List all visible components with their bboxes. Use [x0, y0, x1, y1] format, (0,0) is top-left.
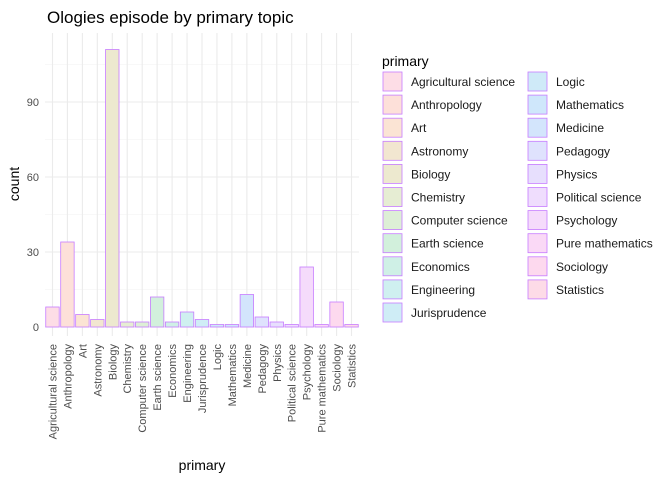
legend-label: Jurisprudence: [411, 306, 487, 320]
bars: [45, 49, 359, 328]
chart-title: Ologies episode by primary topic: [47, 8, 294, 27]
x-tick-label: Statistics: [347, 344, 359, 389]
y-axis-ticks: 0 30 60 90: [27, 97, 39, 334]
legend-label: Pedagogy: [556, 144, 610, 158]
legend-key-jurisprudence: [382, 302, 403, 323]
legend: Agricultural science Anthropology Art Astro…: [382, 71, 653, 323]
bar-political-science: [284, 324, 299, 328]
legend-label: Engineering: [411, 283, 475, 297]
legend-label: Anthropology: [411, 98, 482, 112]
legend-label: Computer science: [411, 214, 508, 228]
y-tick-label: 30: [27, 247, 39, 259]
x-tick-label: Medicine: [242, 344, 254, 388]
x-tick-label: Pure mathematics: [317, 344, 329, 433]
bar-logic: [209, 324, 225, 328]
legend-label: Economics: [411, 260, 470, 274]
bar-computer-science: [135, 321, 150, 328]
bar-medicine: [239, 294, 254, 328]
bar-statistics: [344, 324, 359, 328]
x-tick-label: Physics: [272, 344, 284, 382]
bar-astronomy: [90, 319, 105, 328]
bar-economics: [164, 321, 180, 328]
bar-jurisprudence: [194, 319, 210, 328]
bar-earth-science: [150, 296, 165, 328]
x-axis-title: primary: [179, 457, 226, 473]
x-tick-label: Agricultural science: [47, 344, 59, 439]
legend-key-psychology: [527, 210, 548, 231]
legend-key-physics: [527, 163, 548, 184]
legend-label: Biology: [411, 167, 450, 181]
x-tick-label: Engineering: [182, 344, 194, 403]
x-tick-label: Chemistry: [122, 344, 134, 394]
legend-key-sociology: [527, 256, 548, 277]
x-axis-ticks: Agricultural science Anthropology Art Astro…: [47, 344, 358, 440]
bar-mathematics: [224, 324, 240, 328]
bar-pedagogy: [254, 316, 269, 328]
x-tick-label: Computer science: [137, 344, 149, 433]
legend-key-engineering: [382, 279, 403, 300]
x-tick-label: Sociology: [332, 344, 344, 392]
x-tick-label: Mathematics: [227, 344, 239, 407]
x-tick-label: Astronomy: [92, 344, 104, 397]
legend-label: Sociology: [556, 260, 608, 274]
legend-label: Earth science: [411, 237, 484, 251]
bar-sociology: [329, 301, 344, 328]
bar-art: [75, 314, 90, 328]
legend-label: Pure mathematics: [556, 237, 653, 251]
bar-psychology: [299, 266, 314, 328]
legend-label: Mathematics: [556, 98, 624, 112]
y-axis-title: count: [6, 167, 22, 201]
legend-key-political-science: [527, 187, 548, 207]
legend-label: Agricultural science: [411, 75, 515, 89]
legend-key-logic: [527, 71, 548, 92]
legend-title: primary: [382, 53, 429, 69]
x-tick-label: Art: [77, 344, 89, 358]
legend-label: Medicine: [556, 121, 604, 135]
x-tick-label: Logic: [212, 344, 224, 371]
legend-label: Statistics: [556, 283, 604, 297]
bar-physics: [269, 321, 284, 328]
legend-key-art: [382, 117, 403, 138]
x-tick-label: Political science: [287, 344, 299, 422]
legend-label: Logic: [556, 75, 585, 89]
y-tick-label: 0: [33, 322, 39, 334]
legend-label: Political science: [556, 191, 642, 205]
legend-label: Art: [411, 121, 427, 135]
legend-key-agricultural-science: [382, 71, 403, 92]
legend-key-statistics: [527, 279, 548, 300]
legend-key-medicine: [527, 117, 548, 138]
legend-label: Physics: [556, 167, 597, 181]
x-tick-label: Pedagogy: [257, 344, 269, 394]
x-tick-label: Economics: [167, 344, 179, 398]
x-tick-label: Jurisprudence: [197, 344, 209, 413]
y-tick-label: 90: [27, 97, 39, 109]
bar-biology: [105, 49, 120, 328]
x-tick-label: Psychology: [302, 344, 314, 401]
x-tick-label: Biology: [107, 344, 119, 381]
legend-key-pedagogy: [527, 140, 548, 161]
legend-key-computer-science: [382, 210, 403, 231]
legend-key-astronomy: [382, 140, 403, 161]
legend-key-pure-mathematics: [527, 233, 548, 254]
legend-key-earth-science: [382, 233, 403, 254]
legend-key-mathematics: [527, 94, 548, 115]
bar-anthropology: [60, 241, 75, 328]
legend-key-anthropology: [382, 94, 403, 115]
legend-label: Astronomy: [411, 144, 468, 158]
legend-key-chemistry: [382, 187, 403, 207]
legend-key-economics: [382, 256, 403, 277]
bar-agricultural-science: [45, 306, 60, 328]
x-tick-label: Earth science: [152, 344, 164, 411]
bar-engineering: [179, 311, 195, 328]
x-tick-label: Anthropology: [62, 344, 74, 409]
bar-pure-mathematics: [314, 324, 329, 328]
bar-chemistry: [120, 321, 135, 328]
y-tick-label: 60: [27, 172, 39, 184]
legend-label: Psychology: [556, 214, 617, 228]
legend-key-biology: [382, 163, 403, 184]
legend-label: Chemistry: [411, 191, 465, 205]
